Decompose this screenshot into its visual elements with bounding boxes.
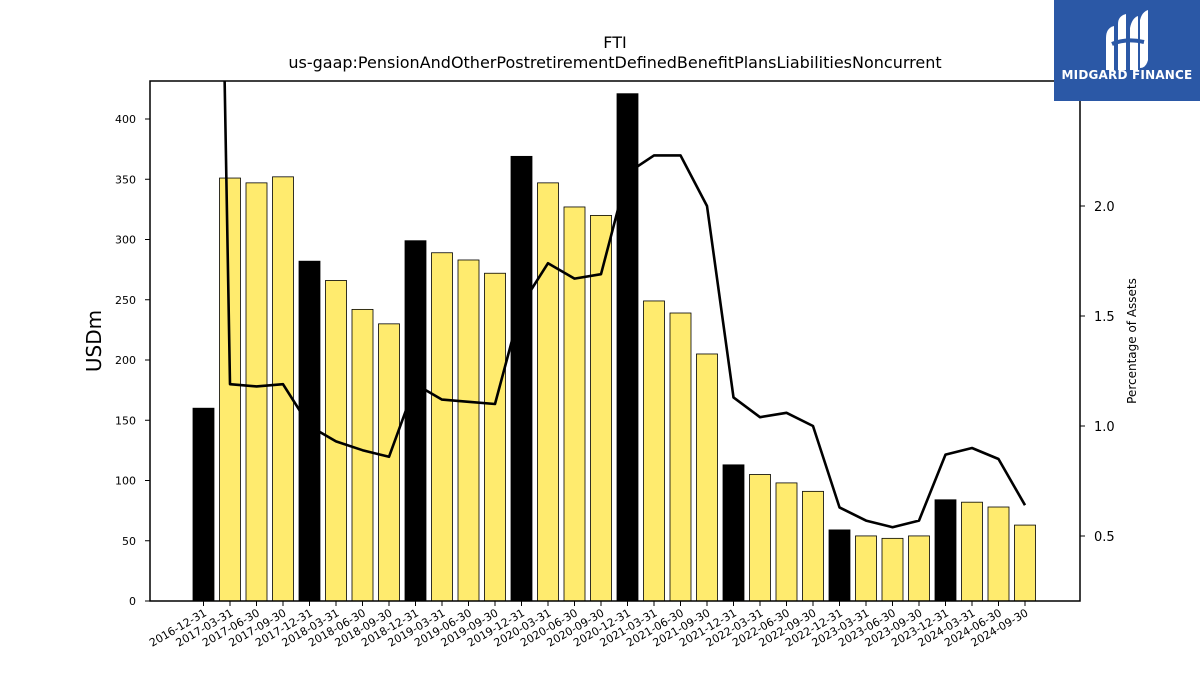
bar-2021-06-30 [669, 312, 692, 602]
bar-2020-12-31 [616, 93, 639, 602]
y-tick-label: 200 [115, 354, 136, 367]
bar-group [192, 93, 1036, 602]
y-tick-label: 300 [115, 234, 136, 247]
bar-2023-06-30 [881, 537, 904, 602]
bar-2017-09-30 [272, 176, 294, 602]
y-tick-label: 100 [115, 475, 136, 488]
bar-2018-12-31 [404, 240, 427, 602]
bar-2021-12-31 [722, 464, 745, 602]
y-axis: 0 50 100 150 200 250 300 350 400 [115, 113, 150, 608]
midgard-logo-icon [1106, 10, 1148, 70]
x-axis: 2016-12-312017-03-312017-06-302017-09-30… [147, 601, 1031, 650]
y-tick-label: 150 [115, 414, 136, 427]
bar-2019-06-30 [457, 259, 480, 602]
y2-tick-label: 1.5 [1094, 310, 1115, 325]
bar-2019-09-30 [484, 272, 506, 602]
bar-2016-12-31 [192, 407, 215, 602]
y-tick-label: 350 [115, 173, 136, 186]
bar-2024-03-31 [961, 501, 983, 602]
bar-2021-03-31 [643, 300, 665, 602]
y2-tick-label: 0.5 [1094, 530, 1115, 545]
bar-2019-03-31 [431, 252, 453, 602]
bar-2017-06-30 [245, 182, 268, 602]
y-tick-label: 400 [115, 113, 136, 126]
y-tick-label: 50 [122, 535, 136, 548]
y-axis-title: USDm [82, 310, 106, 372]
y2-axis-title: Percentage of Assets [1125, 278, 1139, 404]
bar-2023-03-31 [855, 535, 877, 602]
bar-2024-09-30 [1014, 524, 1036, 602]
bar-2018-09-30 [378, 323, 400, 602]
bar-2024-06-30 [987, 506, 1010, 602]
bar-2019-12-31 [510, 155, 533, 602]
bar-2018-06-30 [351, 308, 374, 602]
bar-2022-03-31 [749, 474, 771, 602]
bar-2022-06-30 [775, 482, 798, 602]
midgard-finance-logo: MIDGARD FINANCE [1054, 0, 1200, 101]
chart-subtitle: us-gaap:PensionAndOtherPostretirementDef… [288, 53, 941, 72]
bar-2022-09-30 [802, 490, 824, 602]
y-tick-label: 250 [115, 294, 136, 307]
y2-tick-label: 1.0 [1094, 420, 1115, 435]
y2-tick-label: 2.0 [1094, 200, 1115, 215]
chart-title: FTI [603, 33, 626, 52]
y-tick-label: 0 [129, 595, 136, 608]
bar-2017-03-31 [219, 177, 241, 602]
bar-2021-09-30 [696, 353, 718, 602]
bar-2023-12-31 [934, 499, 957, 602]
logo-text: MIDGARD FINANCE [1061, 68, 1193, 82]
y2-axis: 0.51.01.52.02.5 [1080, 90, 1115, 545]
line-group [223, 81, 1027, 529]
bar-2020-06-30 [563, 206, 586, 602]
plot-frame [149, 80, 1081, 602]
line-series-percentage [223, 81, 1027, 529]
bar-2020-03-31 [537, 182, 559, 602]
bar-2022-12-31 [828, 529, 851, 602]
bar-2023-09-30 [908, 535, 930, 602]
